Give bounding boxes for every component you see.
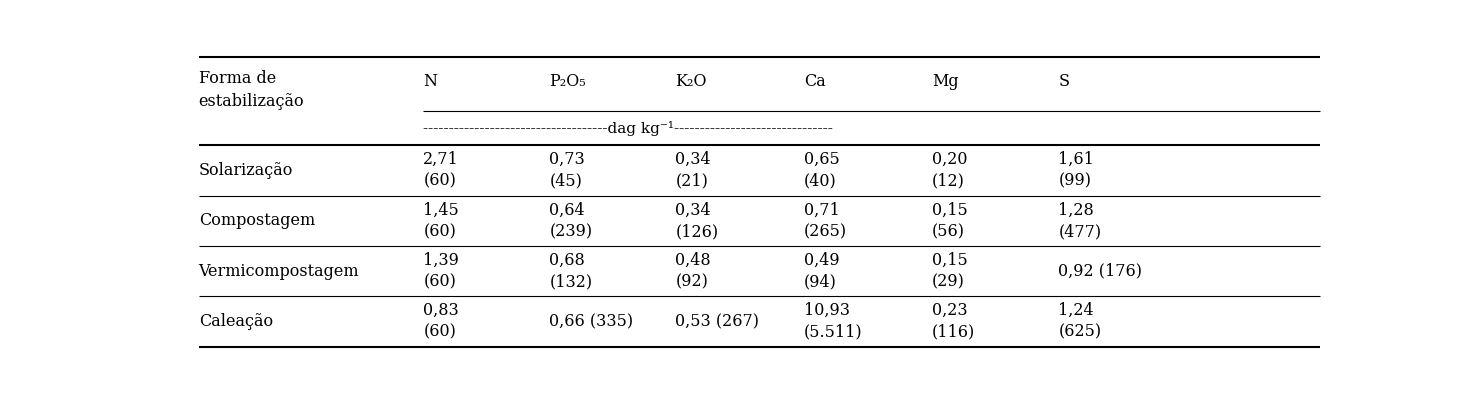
Text: 0,68
(132): 0,68 (132) bbox=[549, 252, 593, 290]
Text: 0,15
(29): 0,15 (29) bbox=[932, 252, 967, 290]
Text: Mg: Mg bbox=[932, 73, 958, 90]
Text: 1,39
(60): 1,39 (60) bbox=[423, 252, 458, 290]
Text: N: N bbox=[423, 73, 438, 90]
Text: 0,71
(265): 0,71 (265) bbox=[805, 202, 847, 240]
Text: Caleação: Caleação bbox=[198, 313, 272, 330]
Text: 0,83
(60): 0,83 (60) bbox=[423, 302, 458, 341]
Text: Vermicompostagem: Vermicompostagem bbox=[198, 263, 359, 280]
Text: Compostagem: Compostagem bbox=[198, 213, 315, 229]
Text: P₂O₅: P₂O₅ bbox=[549, 73, 586, 90]
Text: 0,53 (267): 0,53 (267) bbox=[676, 313, 759, 330]
Text: Ca: Ca bbox=[805, 73, 825, 90]
Text: 10,93
(5.511): 10,93 (5.511) bbox=[805, 302, 862, 341]
Text: 0,66 (335): 0,66 (335) bbox=[549, 313, 633, 330]
Text: 0,15
(56): 0,15 (56) bbox=[932, 202, 967, 240]
Text: Solarização: Solarização bbox=[198, 162, 293, 179]
Text: 0,20
(12): 0,20 (12) bbox=[932, 151, 967, 190]
Text: 0,48
(92): 0,48 (92) bbox=[676, 252, 711, 290]
Text: 0,34
(21): 0,34 (21) bbox=[676, 151, 711, 190]
Text: 1,24
(625): 1,24 (625) bbox=[1059, 302, 1102, 341]
Text: 0,92 (176): 0,92 (176) bbox=[1059, 263, 1142, 280]
Text: K₂O: K₂O bbox=[676, 73, 707, 90]
Text: 0,49
(94): 0,49 (94) bbox=[805, 252, 840, 290]
Text: 0,64
(239): 0,64 (239) bbox=[549, 202, 593, 240]
Text: 0,73
(45): 0,73 (45) bbox=[549, 151, 586, 190]
Text: 1,61
(99): 1,61 (99) bbox=[1059, 151, 1094, 190]
Text: S: S bbox=[1059, 73, 1069, 90]
Text: Forma de
estabilização: Forma de estabilização bbox=[198, 70, 305, 110]
Text: 2,71
(60): 2,71 (60) bbox=[423, 151, 458, 190]
Text: 1,28
(477): 1,28 (477) bbox=[1059, 202, 1102, 240]
Text: 1,45
(60): 1,45 (60) bbox=[423, 202, 458, 240]
Text: 0,34
(126): 0,34 (126) bbox=[676, 202, 719, 240]
Text: 0,65
(40): 0,65 (40) bbox=[805, 151, 840, 190]
Text: 0,23
(116): 0,23 (116) bbox=[932, 302, 976, 341]
Text: ------------------------------------dag kg⁻¹-------------------------------: ------------------------------------dag … bbox=[423, 121, 833, 136]
